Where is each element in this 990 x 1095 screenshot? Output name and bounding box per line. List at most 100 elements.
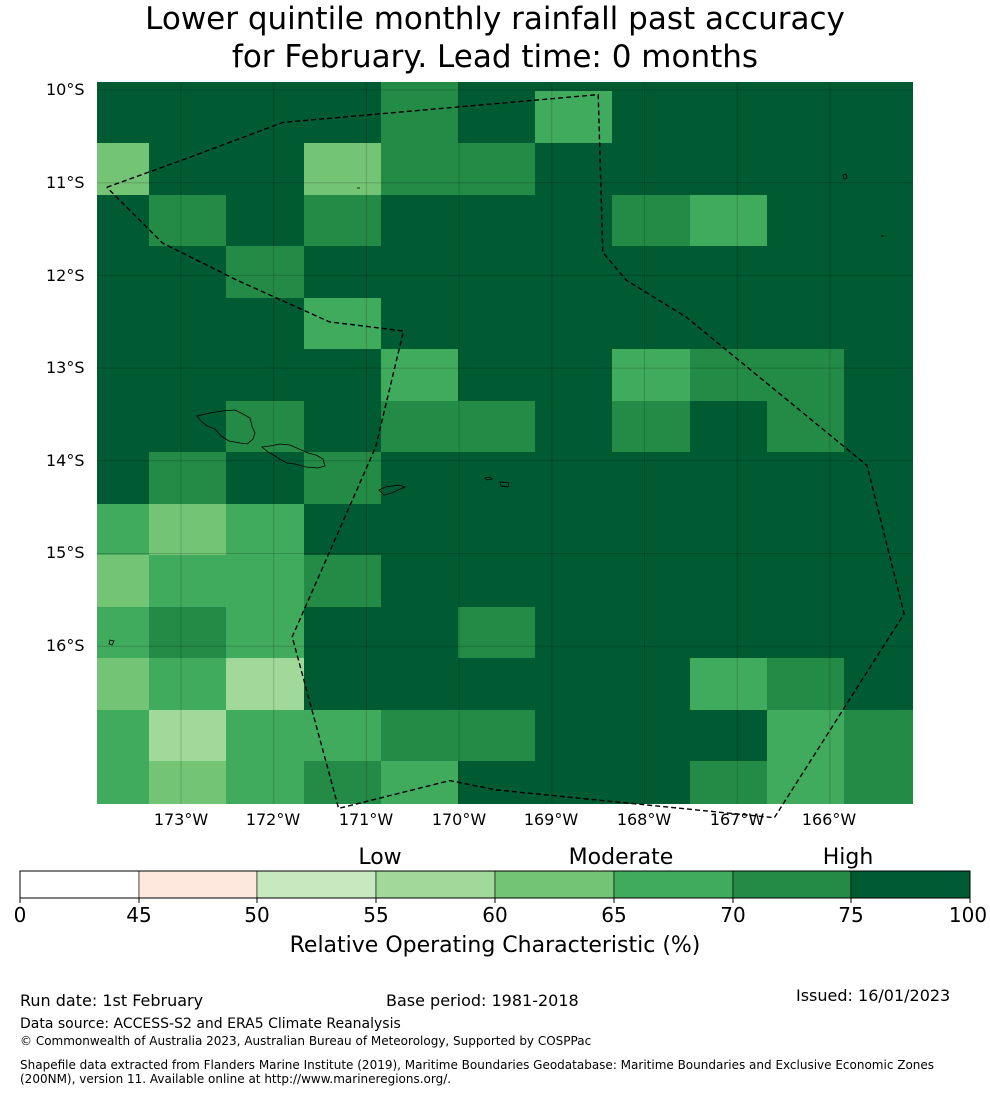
grid-cell: [97, 349, 149, 401]
grid-cell: [535, 298, 612, 349]
grid-cell: [612, 143, 690, 195]
grid-cell: [97, 91, 149, 143]
colorbar-segment: [256, 870, 377, 899]
grid-cell: [226, 91, 304, 143]
grid-cell: [690, 298, 767, 349]
lat-label: 10°S: [46, 80, 85, 99]
colorbar-tick: 65: [601, 903, 627, 927]
grid-cell: [690, 246, 767, 298]
grid-cell: [304, 82, 381, 91]
colorbar-segment: [375, 870, 496, 899]
colorbar-segment: [850, 870, 971, 899]
grid-cell: [381, 607, 458, 658]
grid-cell: [612, 82, 690, 91]
grid-cell: [844, 555, 913, 607]
grid-cell: [458, 658, 535, 710]
grid-cell: [612, 349, 690, 401]
grid-cell: [458, 401, 535, 452]
grid-cell: [612, 401, 690, 452]
grid-cell: [612, 555, 690, 607]
grid-cell: [535, 658, 612, 710]
lat-label: 15°S: [46, 543, 85, 562]
grid-cell: [304, 658, 381, 710]
grid-cell: [97, 246, 149, 298]
grid-cell: [458, 710, 535, 761]
grid-cell: [97, 504, 149, 555]
grid-cell: [381, 658, 458, 710]
grid-cell: [149, 555, 226, 607]
grid-cell: [612, 504, 690, 555]
grid-cell: [767, 195, 844, 246]
grid-cell: [690, 82, 767, 91]
grid-cell: [535, 195, 612, 246]
copyright: © Commonwealth of Australia 2023, Austra…: [20, 1034, 592, 1048]
grid-cell: [535, 710, 612, 761]
grid-cell: [612, 710, 690, 761]
lon-label: 166°W: [801, 810, 857, 829]
grid-cell: [381, 82, 458, 91]
grid-cell: [304, 143, 381, 195]
grid-cell: [381, 555, 458, 607]
lon-label: 173°W: [153, 810, 209, 829]
grid-cell: [612, 298, 690, 349]
grid-cell: [458, 82, 535, 91]
grid-cell: [149, 143, 226, 195]
grid-cell: [304, 761, 381, 804]
grid-cell: [458, 298, 535, 349]
grid-cell: [381, 710, 458, 761]
colorbar-tick: 100: [948, 903, 988, 927]
upolu-island: [261, 443, 326, 469]
manua-island-1: [484, 476, 493, 481]
colorbar-segment: [732, 870, 852, 899]
colorbar-segment: [613, 870, 734, 899]
colorbar: [19, 870, 971, 903]
grid-cell: [844, 607, 913, 658]
grid-cell: [149, 246, 226, 298]
colorbar-segment: [138, 870, 258, 899]
grid-cell: [535, 91, 612, 143]
grid-cell: [381, 195, 458, 246]
grid-cell: [535, 504, 612, 555]
grid-cell: [304, 401, 381, 452]
savaii-island: [196, 409, 256, 445]
grid-cell: [690, 452, 767, 504]
grid-cell: [612, 246, 690, 298]
base-period: Base period: 1981-2018: [386, 991, 579, 1010]
issued-date: Issued: 16/01/2023: [796, 986, 951, 1005]
grid-cell: [149, 710, 226, 761]
grid-cell: [767, 504, 844, 555]
grid-cell: [458, 761, 535, 804]
lon-label: 172°W: [245, 810, 301, 829]
lon-label: 169°W: [523, 810, 579, 829]
title-line-1: Lower quintile monthly rainfall past acc…: [145, 1, 845, 37]
grid-cell: [690, 195, 767, 246]
grid-cell: [226, 761, 304, 804]
colorbar-tick: 50: [244, 903, 270, 927]
grid-cell: [149, 452, 226, 504]
grid-cell: [226, 504, 304, 555]
grid-cell: [612, 195, 690, 246]
grid-cell: [304, 607, 381, 658]
grid-cell: [304, 246, 381, 298]
grid-cell: [690, 710, 767, 761]
lon-label: 168°W: [616, 810, 672, 829]
grid-cell: [458, 91, 535, 143]
grid-cell: [690, 504, 767, 555]
grid-cell: [767, 82, 844, 91]
accuracy-grid: [97, 82, 913, 804]
grid-cell: [690, 401, 767, 452]
grid-cell: [767, 555, 844, 607]
grid-cell: [844, 658, 913, 710]
run-date: Run date: 1st February: [20, 991, 204, 1010]
grid-cell: [844, 298, 913, 349]
grid-cell: [535, 82, 612, 91]
grid-cell: [844, 143, 913, 195]
grid-cell: [381, 349, 458, 401]
grid-cell: [149, 658, 226, 710]
grid-cell: [767, 349, 844, 401]
grid-cell: [381, 401, 458, 452]
grid-cell: [226, 349, 304, 401]
map-title: Lower quintile monthly rainfall past acc…: [0, 0, 990, 76]
grid-cell: [97, 82, 149, 91]
colorbar-tick: 55: [363, 903, 389, 927]
